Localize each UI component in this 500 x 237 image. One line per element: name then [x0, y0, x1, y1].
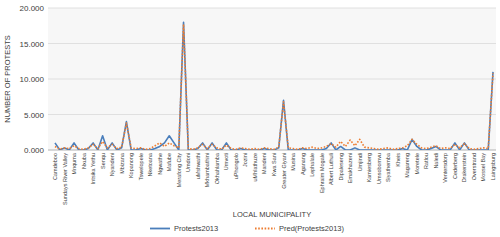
x-tick-label: Mkhambathini: [204, 153, 210, 187]
x-tick-label: Naledi: [433, 153, 439, 169]
x-tick-label: Ratlou: [423, 153, 429, 169]
x-tick-label: Laingsburg: [490, 153, 496, 180]
x-tick-label: Ngwathe: [157, 153, 163, 175]
legend-swatch: [255, 228, 275, 230]
x-tick-label: Camdeboo: [52, 153, 58, 180]
x-tick-label: Moretele: [414, 153, 420, 174]
grid-line: [48, 114, 496, 115]
x-tick-label: Overstrand: [471, 153, 477, 180]
chart: 0.000 5.000 10.000 15.000 20.000 Camdeboo Sund…: [0, 0, 500, 237]
x-tick-label: Senqu: [100, 153, 106, 169]
x-tick-label: Mbizana: [119, 152, 125, 174]
x-tick-label: Tswelopele: [138, 153, 144, 180]
y-tick-label: 5.000: [24, 111, 45, 120]
legend-swatch: [150, 228, 170, 230]
y-axis: 0.000 5.000 10.000 15.000 20.000: [20, 4, 496, 155]
x-axis-title: LOCAL MUNICIPALITY: [233, 210, 311, 219]
legend-label: Protests2013: [174, 224, 218, 233]
grid-line: [48, 79, 496, 80]
series-line: [55, 22, 493, 150]
x-tick-label: Umjindi: [357, 153, 363, 171]
legend-label: Pred(Protests2013): [279, 224, 345, 233]
x-tick-label: Ephraim Mogale: [319, 153, 325, 193]
x-tick-label: uPhongolo: [233, 153, 239, 179]
y-axis-title: NUMBER OF PROTESTS: [3, 35, 12, 123]
x-tick-label: Dipaleseng: [338, 153, 344, 181]
y-tick-label: 20.000: [20, 4, 45, 13]
x-tick-label: Musina: [290, 152, 296, 171]
x-tick-label: Albert Luthuli: [328, 153, 334, 185]
plot-area: [48, 8, 496, 150]
x-tick-label: Sundays River Valley: [62, 153, 68, 205]
x-tick-label: Lephalale: [309, 153, 315, 177]
series-group: [55, 22, 493, 150]
x-tick-label: uMhlathuze: [252, 153, 258, 181]
x-tick-label: Mafube: [166, 153, 172, 171]
x-tick-label: Kwa Sani: [271, 153, 277, 176]
x-tick-label: Kheis: [395, 153, 401, 167]
x-tick-label: Drakenstein: [461, 153, 467, 182]
x-tick-label: Mnquma: [71, 152, 77, 174]
x-tick-label: Umvoti: [223, 153, 229, 170]
x-tick-label: Umsobomvu: [376, 153, 382, 184]
x-tick-label: Cederberg: [452, 153, 458, 179]
x-tick-label: Jozini: [242, 153, 248, 167]
x-tick-label: Okhahlamba: [214, 152, 220, 184]
x-tick-label: uMshwathi: [195, 153, 201, 179]
x-tick-label: Kopanong: [128, 153, 134, 178]
grid-line: [48, 8, 496, 9]
legend: Protests2013 Pred(Protests2013): [150, 224, 345, 233]
grid-line: [48, 43, 496, 44]
x-tick-label: Mossel Bay: [480, 153, 486, 182]
x-tick-label: Intsika Yethu: [90, 153, 96, 184]
x-tick-label: Emakhazeni: [347, 153, 353, 183]
x-tick-label: Greater Giyani: [281, 153, 287, 189]
x-tick-label: Nyandeni: [109, 153, 115, 176]
x-tick-label: Umdoni: [185, 153, 191, 172]
x-tick-label: Mandeni: [261, 153, 267, 174]
x-tick-label: Kamiesberg: [366, 153, 372, 182]
x-tick-label: Merafong City: [176, 153, 182, 187]
x-tick-label: Magareng: [404, 153, 410, 178]
series-line: [55, 24, 493, 149]
y-tick-label: 15.000: [20, 40, 45, 49]
x-tick-label: Aganang: [300, 153, 306, 175]
x-tick-label: Ventersdorp: [442, 153, 448, 183]
y-tick-label: 10.000: [20, 75, 45, 84]
x-axis: Camdeboo Sundays River ValleyMnquma NxubaI…: [52, 152, 496, 205]
y-tick-label: 0.000: [24, 146, 45, 155]
x-tick-label: Nxuba: [81, 152, 87, 169]
x-tick-label: Nketoana: [147, 152, 153, 176]
x-tick-label: Siyathemba: [385, 152, 391, 182]
